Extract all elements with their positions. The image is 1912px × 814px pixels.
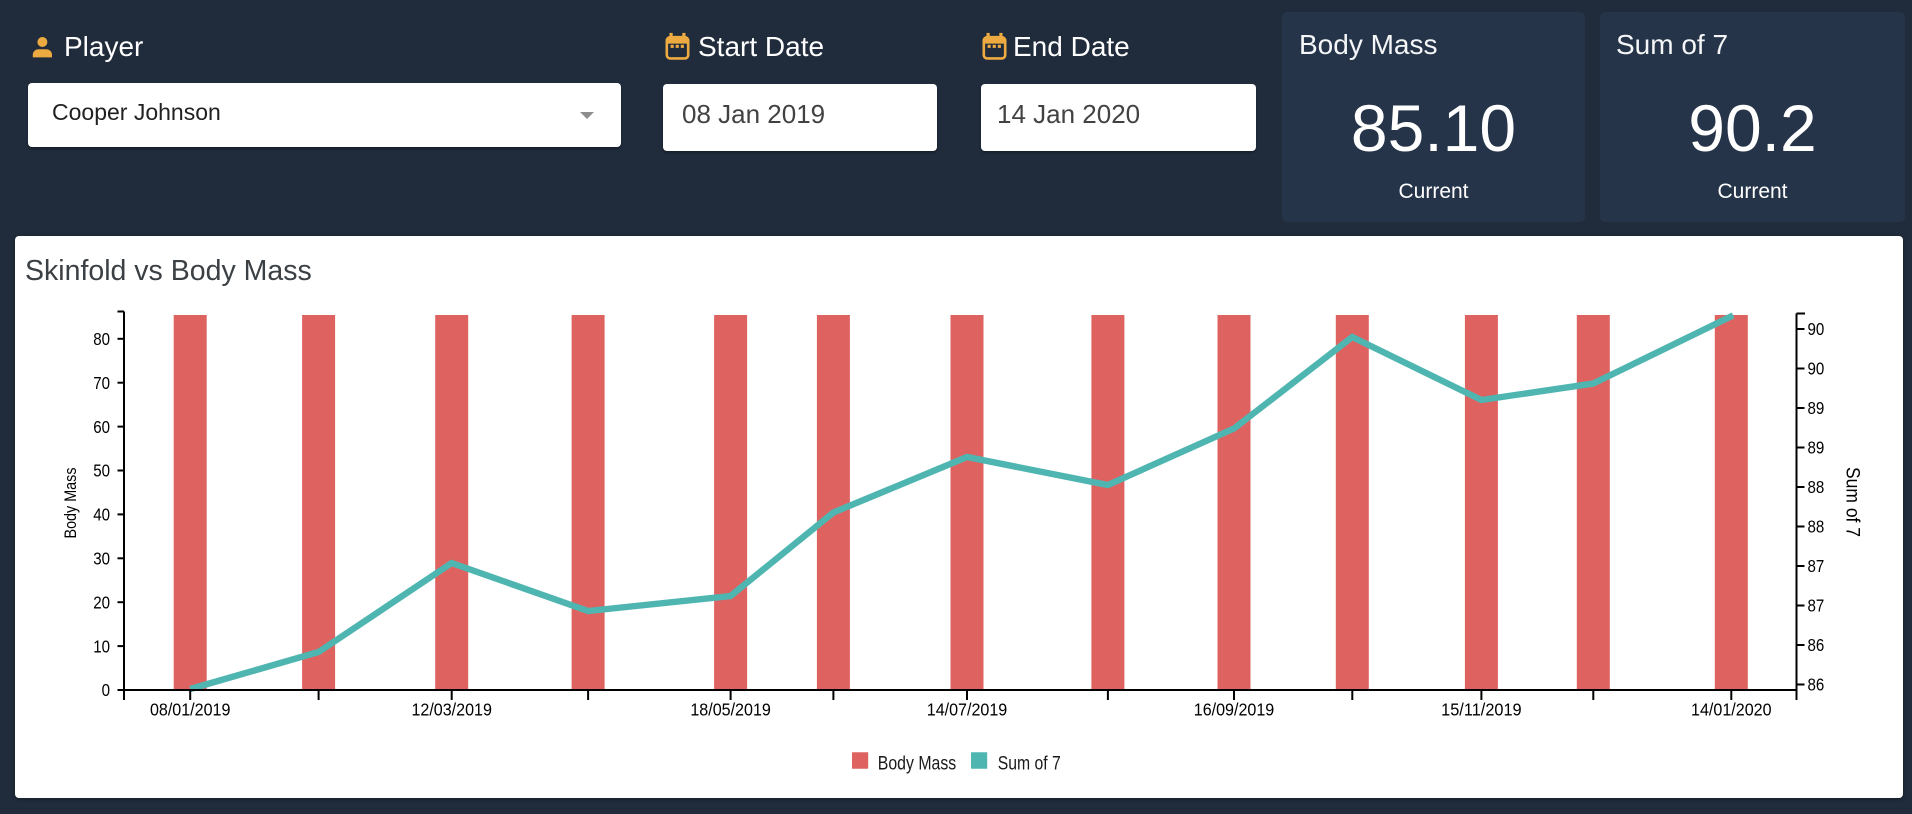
svg-text:88: 88 — [1808, 477, 1825, 497]
svg-text:15/11/2019: 15/11/2019 — [1441, 700, 1522, 720]
svg-text:89: 89 — [1808, 438, 1825, 458]
svg-text:86: 86 — [1808, 635, 1825, 655]
svg-text:08/01/2019: 08/01/2019 — [150, 700, 231, 720]
svg-text:16/09/2019: 16/09/2019 — [1194, 700, 1275, 720]
svg-text:20: 20 — [93, 592, 110, 612]
svg-text:90: 90 — [1808, 359, 1825, 379]
svg-text:10: 10 — [93, 636, 110, 656]
svg-text:18/05/2019: 18/05/2019 — [690, 700, 771, 720]
svg-text:86: 86 — [1808, 675, 1825, 695]
svg-text:90: 90 — [1808, 319, 1825, 339]
svg-text:89: 89 — [1808, 398, 1825, 418]
svg-text:0: 0 — [102, 680, 111, 700]
svg-text:50: 50 — [93, 461, 110, 481]
svg-text:Sum of 7: Sum of 7 — [1842, 467, 1863, 537]
svg-text:40: 40 — [93, 505, 110, 525]
svg-text:12/03/2019: 12/03/2019 — [411, 700, 492, 720]
svg-text:60: 60 — [93, 417, 110, 437]
svg-text:87: 87 — [1808, 596, 1825, 616]
svg-text:88: 88 — [1808, 517, 1825, 537]
svg-text:Body Mass: Body Mass — [878, 754, 956, 775]
svg-text:Body Mass: Body Mass — [61, 468, 80, 539]
svg-text:80: 80 — [93, 329, 110, 349]
svg-text:14/01/2020: 14/01/2020 — [1691, 700, 1772, 720]
svg-text:Sum of 7: Sum of 7 — [998, 754, 1061, 775]
svg-text:30: 30 — [93, 549, 110, 569]
svg-text:14/07/2019: 14/07/2019 — [927, 700, 1008, 720]
svg-text:87: 87 — [1808, 556, 1825, 576]
svg-text:70: 70 — [93, 373, 110, 393]
